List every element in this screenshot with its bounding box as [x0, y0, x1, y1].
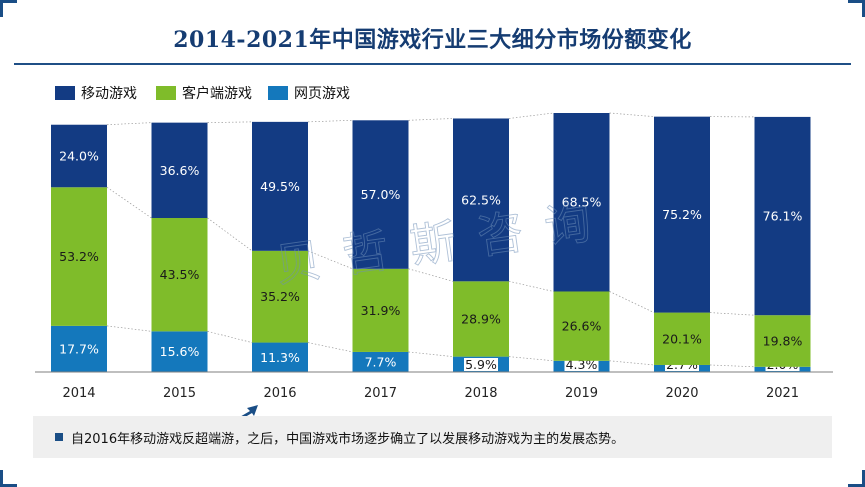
- note-text: 自2016年移动游戏反超端游，之后，中国游戏市场逐步确立了以发展移动游戏为主的发…: [71, 432, 625, 447]
- bar-segment: [654, 116, 710, 313]
- bar-segment: [151, 122, 208, 219]
- x-tick-label: 2017: [364, 386, 397, 401]
- data-label: 26.6%: [562, 319, 602, 334]
- legend-swatch: [156, 86, 176, 100]
- data-label: 28.9%: [461, 311, 501, 326]
- data-label: 43.5%: [160, 267, 200, 282]
- series-connector-line: [307, 250, 353, 270]
- bar-segment: [453, 118, 509, 282]
- frame-corner-top-right: [848, 0, 865, 17]
- series-connector-line: [408, 118, 454, 121]
- data-label: 57.0%: [361, 187, 401, 202]
- series-connector-line: [508, 280, 554, 292]
- series-connector-line: [307, 342, 353, 353]
- data-label: 11.3%: [260, 350, 300, 365]
- legend-label: 移动游戏: [81, 86, 137, 102]
- data-label: 36.6%: [160, 163, 200, 178]
- legend-swatch: [268, 86, 288, 100]
- series-connector-line: [709, 312, 755, 316]
- bar-segment: [754, 315, 811, 367]
- legend-label: 客户端游戏: [182, 85, 252, 102]
- data-label: 7.7%: [365, 354, 397, 369]
- x-tick-label: 2021: [766, 386, 799, 401]
- data-label: 15.6%: [160, 344, 200, 359]
- series-connector-line: [609, 112, 655, 117]
- bar-segment: [252, 250, 308, 343]
- frame-corner-bottom-left: [0, 470, 17, 487]
- data-label: 5.9%: [465, 357, 497, 372]
- x-tick-label: 2019: [565, 386, 598, 401]
- data-label: 19.8%: [763, 333, 803, 348]
- data-label: 17.7%: [59, 341, 99, 356]
- series-connector-line: [106, 325, 152, 332]
- data-label: 35.2%: [260, 289, 300, 304]
- bar-segment: [553, 113, 610, 292]
- series-connector-line: [508, 356, 554, 362]
- bar-segment: [51, 325, 107, 372]
- bar-segment: [553, 291, 610, 361]
- bar-segment: [151, 218, 208, 332]
- series-connector-line: [408, 268, 454, 282]
- frame-corner-bottom-right: [848, 470, 865, 487]
- legend-label: 网页游戏: [294, 86, 350, 102]
- note-bullet-icon: [55, 433, 63, 441]
- bar-segment: [252, 342, 308, 372]
- series-connector-line: [508, 112, 554, 119]
- data-label: 24.0%: [59, 148, 99, 163]
- bar-segment: [453, 281, 509, 357]
- series-connector-line: [609, 360, 655, 366]
- bar-segment: [51, 187, 107, 326]
- chart-title: 2014-2021年中国游戏行业三大细分市场份额变化: [173, 27, 692, 53]
- data-label: 49.5%: [260, 179, 300, 194]
- series-connector-line: [709, 364, 755, 368]
- data-label: 53.2%: [59, 249, 99, 264]
- data-label-background: [564, 358, 599, 371]
- bar-segment: [51, 124, 107, 188]
- series-connector-line: [207, 331, 253, 343]
- x-tick-label: 2018: [464, 386, 497, 401]
- data-label-background: [464, 358, 498, 371]
- data-label: 62.5%: [461, 192, 501, 207]
- bar-segment: [654, 312, 710, 365]
- bar-segment: [352, 120, 409, 269]
- bar-segment: [151, 331, 208, 372]
- x-tick-label: 2015: [163, 386, 196, 401]
- title-underline: [14, 63, 851, 65]
- series-connector-line: [207, 217, 253, 252]
- series-connector-line: [106, 186, 152, 219]
- bar-segment: [252, 121, 308, 251]
- data-label: 75.2%: [662, 207, 702, 222]
- data-label: 68.5%: [562, 195, 602, 210]
- data-label: 31.9%: [361, 303, 401, 318]
- x-tick-label: 2014: [62, 386, 95, 401]
- bar-segment: [754, 116, 811, 316]
- legend-swatch: [55, 86, 75, 100]
- series-connector-line: [408, 351, 454, 357]
- note-box: 自2016年移动游戏反超端游，之后，中国游戏市场逐步确立了以发展移动游戏为主的发…: [33, 416, 832, 458]
- series-connector-line: [609, 291, 655, 313]
- bar-segment: [352, 351, 409, 372]
- frame-corner-top-left: [0, 0, 17, 17]
- bar-segment: [352, 268, 409, 352]
- data-label: 20.1%: [662, 331, 702, 346]
- x-tick-label: 2020: [665, 386, 698, 401]
- data-label: 76.1%: [763, 209, 803, 224]
- series-connector-line: [307, 119, 353, 123]
- series-connector-line: [207, 121, 253, 123]
- series-connector-line: [106, 122, 152, 126]
- x-tick-label: 2016: [263, 386, 296, 401]
